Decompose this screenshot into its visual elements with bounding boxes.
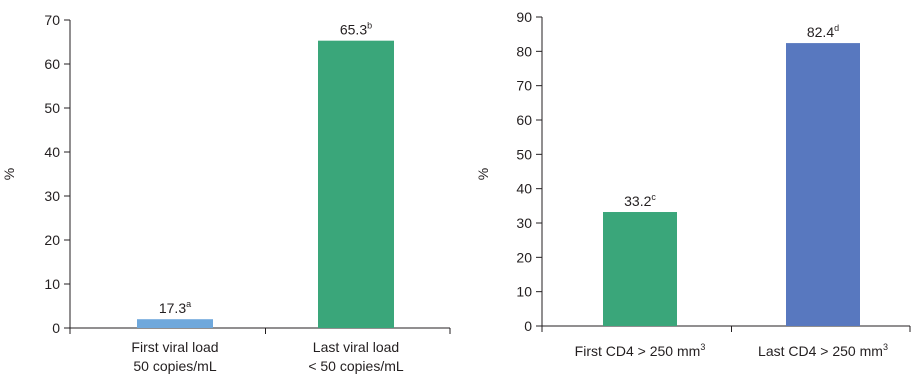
- bar: [318, 40, 394, 329]
- y-tick-label: 0: [52, 320, 60, 336]
- y-tick-label: 60: [44, 56, 60, 72]
- bar: [603, 212, 677, 326]
- data-label: 82.4d: [807, 23, 839, 40]
- y-tick-label: 20: [44, 232, 60, 248]
- x-category-label: First viral load: [131, 339, 218, 355]
- y-tick-label: 20: [516, 249, 532, 265]
- y-tick-label: 50: [44, 100, 60, 116]
- y-tick-label: 90: [516, 9, 532, 25]
- chart-panel-1: 0 10 20 30 40 50 60 70% 17.3a First viral load 50 …: [1, 12, 451, 374]
- y-tick-label: 10: [516, 284, 532, 300]
- x-category-label: < 50 copies/mL: [308, 358, 404, 374]
- y-tick-label: 50: [516, 146, 532, 162]
- y-axis-title: %: [475, 168, 491, 180]
- y-tick-label: 80: [516, 43, 532, 59]
- chart-panel-2: 0 10 20 30 40 50 60 70 80 90% 33.2c First CD4 > 250…: [475, 9, 911, 359]
- y-tick-label: 60: [516, 112, 532, 128]
- data-label: 17.3a: [159, 299, 191, 316]
- x-category-label: 50 copies/mL: [133, 358, 216, 374]
- y-tick-label: 10: [44, 276, 60, 292]
- bar: [786, 43, 860, 327]
- y-tick-label: 70: [516, 78, 532, 94]
- x-category-label: Last viral load: [313, 339, 399, 355]
- y-tick-label: 30: [516, 215, 532, 231]
- y-axis-title: %: [1, 168, 17, 180]
- x-category-label: Last CD4 > 250 mm3: [758, 342, 888, 359]
- y-tick-label: 0: [524, 318, 532, 334]
- data-label: 65.3b: [340, 21, 372, 38]
- bar: [137, 319, 213, 328]
- y-tick-label: 40: [44, 144, 60, 160]
- data-label: 33.2c: [624, 192, 656, 209]
- y-tick-label: 30: [44, 188, 60, 204]
- y-tick-label: 40: [516, 181, 532, 197]
- x-category-label: First CD4 > 250 mm3: [575, 342, 706, 359]
- y-tick-label: 70: [44, 12, 60, 28]
